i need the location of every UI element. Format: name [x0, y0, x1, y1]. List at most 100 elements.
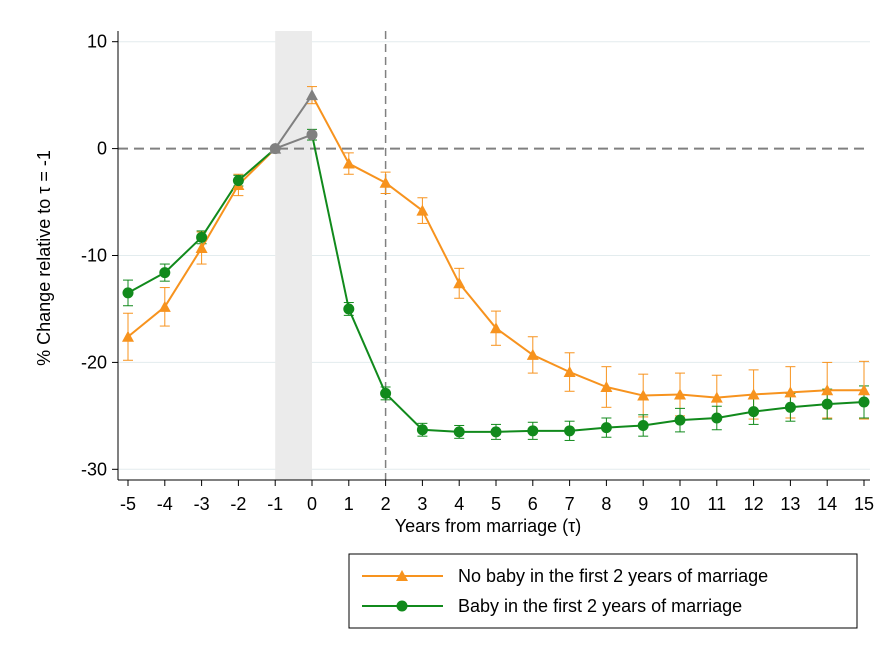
- x-tick-label: 13: [780, 494, 800, 514]
- y-tick-label: -30: [81, 459, 107, 479]
- y-tick-label: 10: [87, 32, 107, 52]
- series-line-segment: [200, 179, 240, 239]
- series-line-segment: [200, 183, 240, 250]
- circle-marker: [490, 426, 502, 438]
- x-tick-label: -2: [230, 494, 246, 514]
- circle-marker: [674, 414, 686, 426]
- series-line-segment: [384, 181, 424, 212]
- circle-marker: [269, 143, 281, 155]
- triangle-marker: [821, 384, 834, 396]
- series-line-segment: [311, 133, 350, 310]
- triangle-marker: [453, 277, 466, 289]
- triangle-marker: [710, 391, 723, 403]
- x-tick-label: -1: [267, 494, 283, 514]
- series-line-segment: [347, 307, 387, 395]
- triangle-marker: [674, 388, 686, 400]
- series-line-segment: [568, 371, 608, 388]
- legend-box: [348, 553, 858, 629]
- x-tick-label: 1: [344, 494, 354, 514]
- y-axis-label: % Change relative to τ = -1: [34, 150, 54, 366]
- series-line-segment: [752, 391, 792, 396]
- series-line-segment: [568, 426, 608, 432]
- axes: 100-10-20-30-5 -4 -3 -2 -1 0 1 2 3 4 5 6 7 8 9 10 11 12 13…: [81, 31, 874, 514]
- x-tick-label: 5: [491, 494, 501, 514]
- triangle-marker: [122, 330, 134, 342]
- series-line-segment: [605, 424, 645, 429]
- x-tick-label: 9: [638, 494, 648, 514]
- series-line-segment: [127, 271, 166, 294]
- legend-entry-orange: No baby in the first 2 years of marriage: [458, 566, 768, 586]
- circle-marker: [196, 231, 208, 243]
- triangle-marker: [342, 157, 355, 169]
- x-tick-label: 14: [817, 494, 837, 514]
- circle-marker: [748, 406, 760, 418]
- x-tick-label: 10: [670, 494, 690, 514]
- x-tick-label: 4: [454, 494, 464, 514]
- circle-marker: [600, 422, 612, 434]
- y-tick-label: 0: [97, 139, 107, 159]
- circle-marker: [784, 401, 796, 413]
- circle-marker: [564, 425, 576, 437]
- circle-marker: [858, 396, 870, 408]
- triangle-marker: [490, 322, 502, 334]
- legend-marker-triangle: [396, 570, 408, 581]
- triangle-marker: [637, 389, 650, 401]
- circle-marker: [343, 303, 355, 315]
- reference-lines: [118, 31, 870, 480]
- x-tick-label: 15: [854, 494, 874, 514]
- y-tick-label: -20: [81, 352, 107, 372]
- series-line-segment: [384, 392, 424, 431]
- legend-entry-green: Baby in the first 2 years of marriage: [458, 596, 742, 616]
- triangle-marker: [600, 380, 613, 392]
- circle-marker: [527, 425, 539, 437]
- series-line-segment: [495, 327, 534, 356]
- triangle-marker: [784, 386, 797, 398]
- x-tick-label: -3: [194, 494, 210, 514]
- shaded-region: [275, 31, 312, 480]
- x-tick-label: 3: [417, 494, 427, 514]
- triangle-marker: [526, 348, 539, 360]
- x-tick-label: -5: [120, 494, 136, 514]
- circle-marker: [637, 419, 649, 431]
- series-line-segment: [274, 94, 313, 150]
- x-tick-label: 12: [744, 494, 764, 514]
- shaded-band: [275, 31, 312, 480]
- circle-marker: [122, 287, 134, 299]
- series-line-segment: [715, 410, 755, 419]
- triangle-marker: [379, 176, 392, 188]
- legend-marker-circle: [396, 600, 408, 612]
- x-tick-label: 2: [381, 494, 391, 514]
- series-line-segment: [421, 428, 461, 433]
- series-line-segment: [826, 400, 865, 406]
- series-line-segment: [163, 247, 203, 308]
- x-axis-label: Years from marriage (τ): [395, 516, 582, 536]
- series-line-segment: [311, 94, 350, 165]
- series-lines: [127, 94, 865, 433]
- x-tick-label: 0: [307, 494, 317, 514]
- circle-marker: [306, 129, 318, 141]
- x-tick-label: 11: [707, 494, 726, 514]
- circle-marker: [711, 412, 723, 424]
- triangle-marker: [858, 384, 870, 396]
- series-line-segment: [789, 403, 829, 409]
- series-line-segment: [715, 393, 755, 399]
- x-tick-label: 6: [528, 494, 538, 514]
- series-line-segment: [679, 416, 718, 422]
- triangle-marker: [563, 366, 576, 378]
- series-line-segment: [458, 282, 497, 330]
- legend: No baby in the first 2 years of marriage…: [348, 553, 858, 629]
- series-line-segment: [163, 236, 203, 274]
- series-line-segment: [679, 393, 718, 399]
- circle-marker: [159, 267, 171, 279]
- grid-lines: [118, 41, 870, 470]
- triangle-marker: [195, 242, 208, 254]
- series-line-segment: [274, 133, 313, 150]
- series-line-segment: [642, 419, 681, 427]
- error-bars: [123, 86, 869, 441]
- series-line-segment: [421, 209, 461, 285]
- triangle-marker: [416, 204, 429, 216]
- series-line-segment: [789, 389, 829, 394]
- series-line-segment: [752, 406, 792, 413]
- circle-marker: [232, 175, 244, 187]
